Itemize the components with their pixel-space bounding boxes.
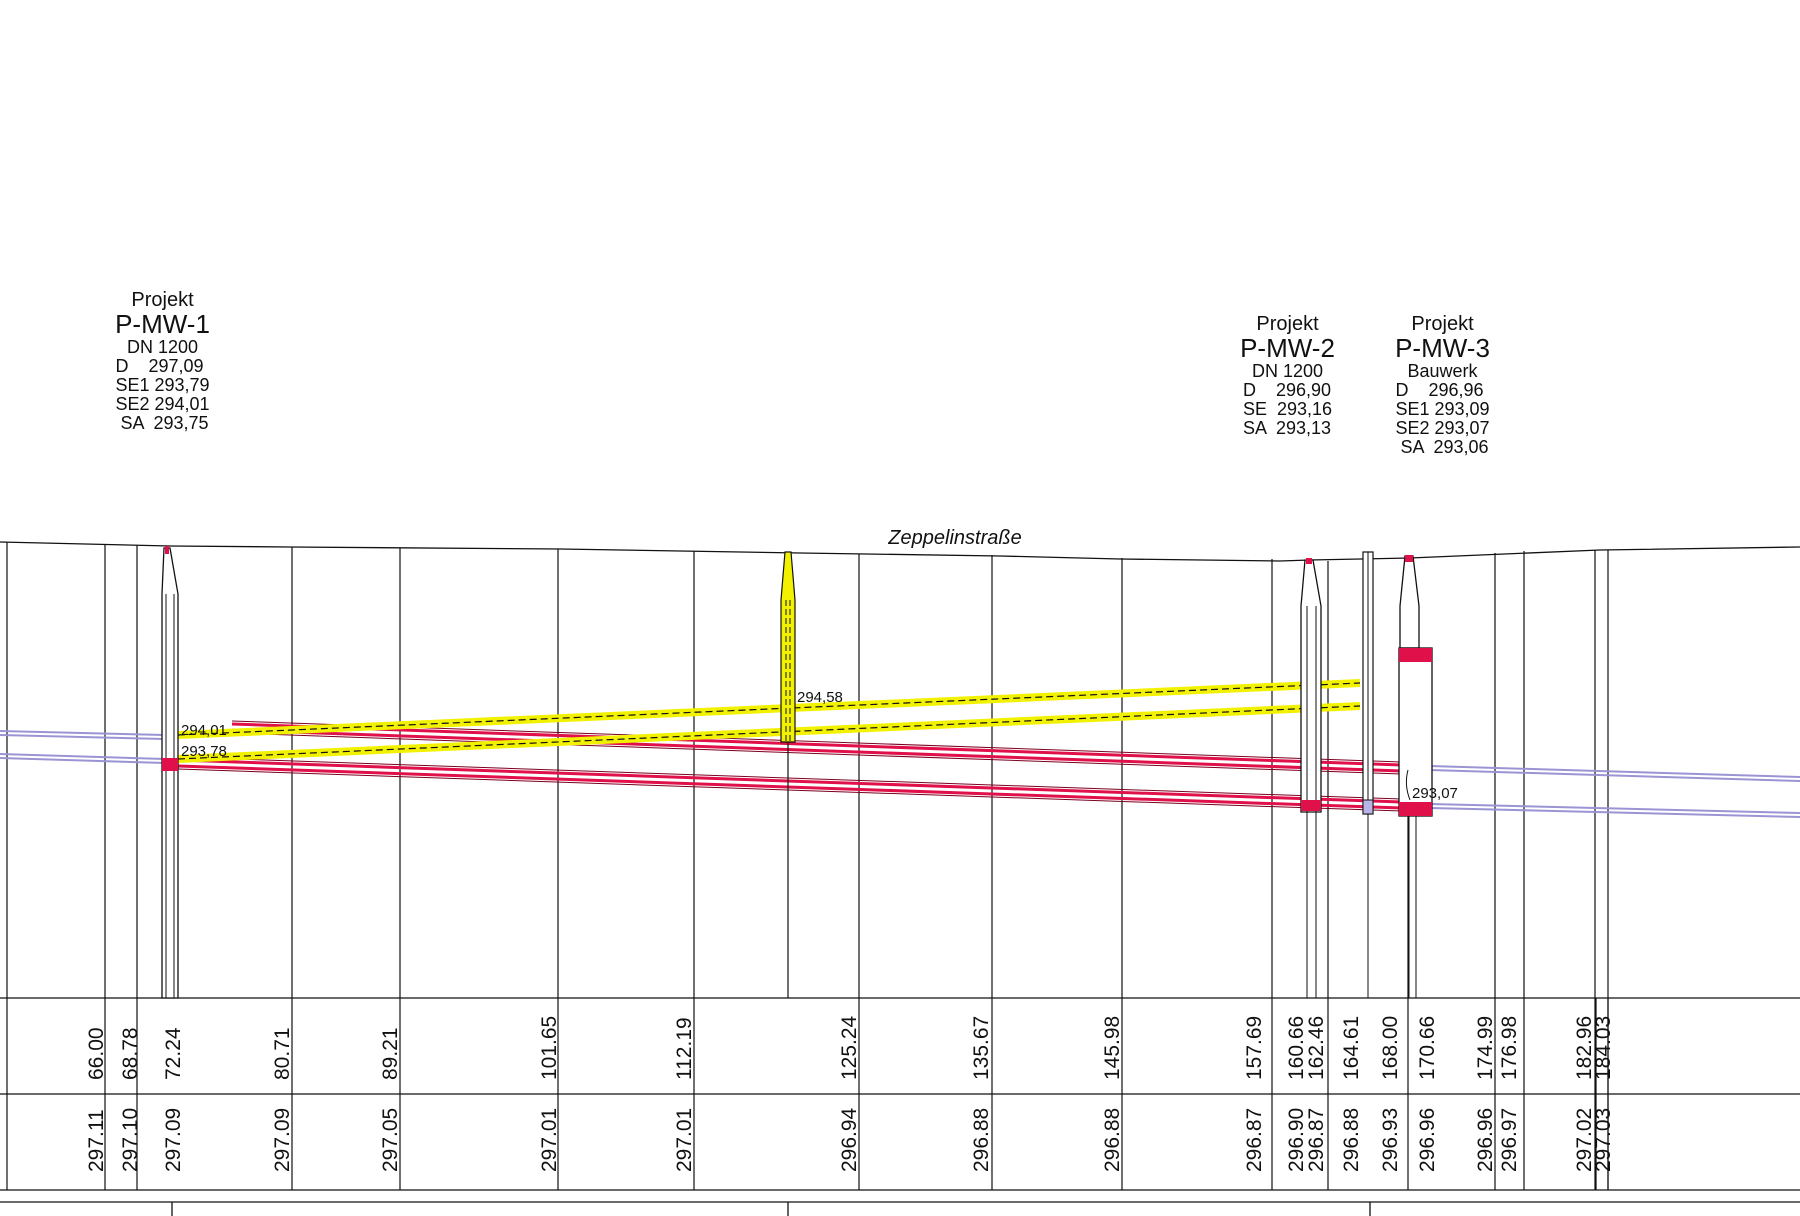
- ground-values: 297.11 297.10 297.09 297.09 297.05 297.01 297.…: [85, 1107, 1615, 1172]
- station-value: 157.69: [1243, 1016, 1266, 1080]
- ground-value: 296.96: [1416, 1108, 1439, 1172]
- station-value: 168.00: [1379, 1016, 1402, 1080]
- manhole-title: Projekt: [131, 289, 194, 311]
- ground-value: 296.87: [1243, 1108, 1266, 1172]
- manhole-shaft-blue: [1362, 551, 1374, 998]
- ground-value: 297.09: [271, 1108, 294, 1172]
- blue-pipes: [0, 730, 1800, 818]
- manhole-row: SE1 293,79: [115, 375, 210, 396]
- ground-value: 297.03: [1592, 1108, 1615, 1172]
- manhole-shaft-p-mw-1: [161, 546, 179, 999]
- ground-value: 296.87: [1305, 1108, 1328, 1172]
- elevation-label: 293,78: [181, 743, 227, 760]
- ground-line: [0, 541, 1800, 562]
- station-value: 162.46: [1305, 1016, 1328, 1080]
- manhole-title: Projekt: [1411, 313, 1474, 335]
- elevation-label: 294,01: [181, 722, 227, 739]
- manhole-row: SE 293,16: [1242, 399, 1333, 420]
- manhole-row: D 296,96: [1395, 380, 1484, 401]
- manhole-shaft-p-mw-3: [1398, 555, 1433, 998]
- ground-value: 297.05: [379, 1108, 402, 1172]
- manhole-shaft-yellow: [780, 551, 796, 998]
- manhole-name: P-MW-1: [115, 309, 210, 339]
- manhole-label-p-mw-1: Projekt P-MW-1 DN 1200 D 297,09 SE1 293,…: [95, 290, 230, 434]
- table-rules: [0, 997, 1800, 1216]
- manhole-label-p-mw-2: Projekt P-MW-2 DN 1200 D 296,90 SE 293,1…: [1220, 314, 1355, 439]
- ground-value: 297.01: [538, 1108, 561, 1172]
- station-value: 80.71: [271, 1027, 294, 1080]
- ground-value: 297.02: [1573, 1108, 1596, 1172]
- manhole-subtitle: DN 1200: [1251, 361, 1324, 382]
- red-pipes: [177, 722, 1401, 810]
- station-value: 145.98: [1101, 1016, 1124, 1080]
- station-value: 68.78: [119, 1027, 142, 1080]
- station-value: 160.66: [1285, 1016, 1308, 1080]
- elevation-label: 294,58: [797, 689, 843, 706]
- ground-value: 296.88: [1101, 1108, 1124, 1172]
- manhole-name: P-MW-2: [1240, 333, 1335, 363]
- station-value: 72.24: [162, 1027, 185, 1080]
- station-value: 89.21: [379, 1027, 402, 1080]
- station-value: 125.24: [838, 1015, 861, 1080]
- ground-value: 297.10: [119, 1108, 142, 1172]
- ground-value: 296.88: [970, 1108, 993, 1172]
- manhole-row: SE2 294,01: [115, 393, 210, 414]
- elevation-labels: 294,01 293,78 294,58 293,07: [181, 689, 1458, 802]
- manhole-subtitle: DN 1200: [126, 337, 199, 358]
- manhole-row: D 297,09: [115, 356, 204, 377]
- ground-value: 296.94: [838, 1107, 861, 1172]
- ground-value: 296.96: [1474, 1108, 1497, 1172]
- manhole-shaft-p-mw-2: [1300, 558, 1322, 998]
- yellow-pipes: [177, 679, 1361, 763]
- manhole-row: SE2 293,07: [1395, 417, 1490, 438]
- station-value: 176.98: [1498, 1016, 1521, 1080]
- manhole-row: SA 293,75: [120, 412, 209, 433]
- station-value: 112.19: [673, 1017, 696, 1080]
- ground-value: 297.01: [673, 1108, 696, 1172]
- station-value: 101.65: [538, 1016, 561, 1080]
- station-value: 66.00: [85, 1027, 108, 1080]
- manhole-name: P-MW-3: [1395, 333, 1490, 363]
- station-value: 135.67: [970, 1016, 993, 1080]
- station-value: 182.96: [1573, 1016, 1596, 1080]
- manhole-row: SA 293,13: [1242, 417, 1332, 438]
- street-name: Zeppelinstraße: [887, 527, 1021, 549]
- station-values: 66.00 68.78 72.24 80.71 89.21 101.65 112.19 125…: [85, 1015, 1615, 1080]
- manhole-title: Projekt: [1256, 313, 1319, 335]
- ground-value: 296.90: [1285, 1108, 1308, 1172]
- manhole-label-p-mw-3: Projekt P-MW-3 Bauwerk D 296,96 SE1 293,…: [1375, 314, 1510, 458]
- ground-value: 296.88: [1340, 1108, 1363, 1172]
- manhole-row: SA 293,06: [1400, 436, 1489, 457]
- station-value: 164.61: [1340, 1016, 1363, 1080]
- ground-value: 296.93: [1379, 1108, 1402, 1172]
- station-value: 174.99: [1474, 1016, 1497, 1080]
- manhole-row: SE1 293,09: [1395, 399, 1490, 420]
- ground-value: 297.09: [162, 1108, 185, 1172]
- ground-value: 296.97: [1498, 1108, 1521, 1172]
- station-value: 184.03: [1592, 1016, 1615, 1080]
- manhole-row: D 296,90: [1242, 380, 1332, 401]
- elevation-label: 293,07: [1412, 785, 1458, 802]
- station-value: 170.66: [1416, 1016, 1439, 1080]
- table-verticals: [1595, 998, 1609, 1190]
- station-lines: [6, 542, 1609, 1190]
- ground-value: 297.11: [85, 1109, 108, 1172]
- manhole-subtitle: Bauwerk: [1407, 361, 1478, 382]
